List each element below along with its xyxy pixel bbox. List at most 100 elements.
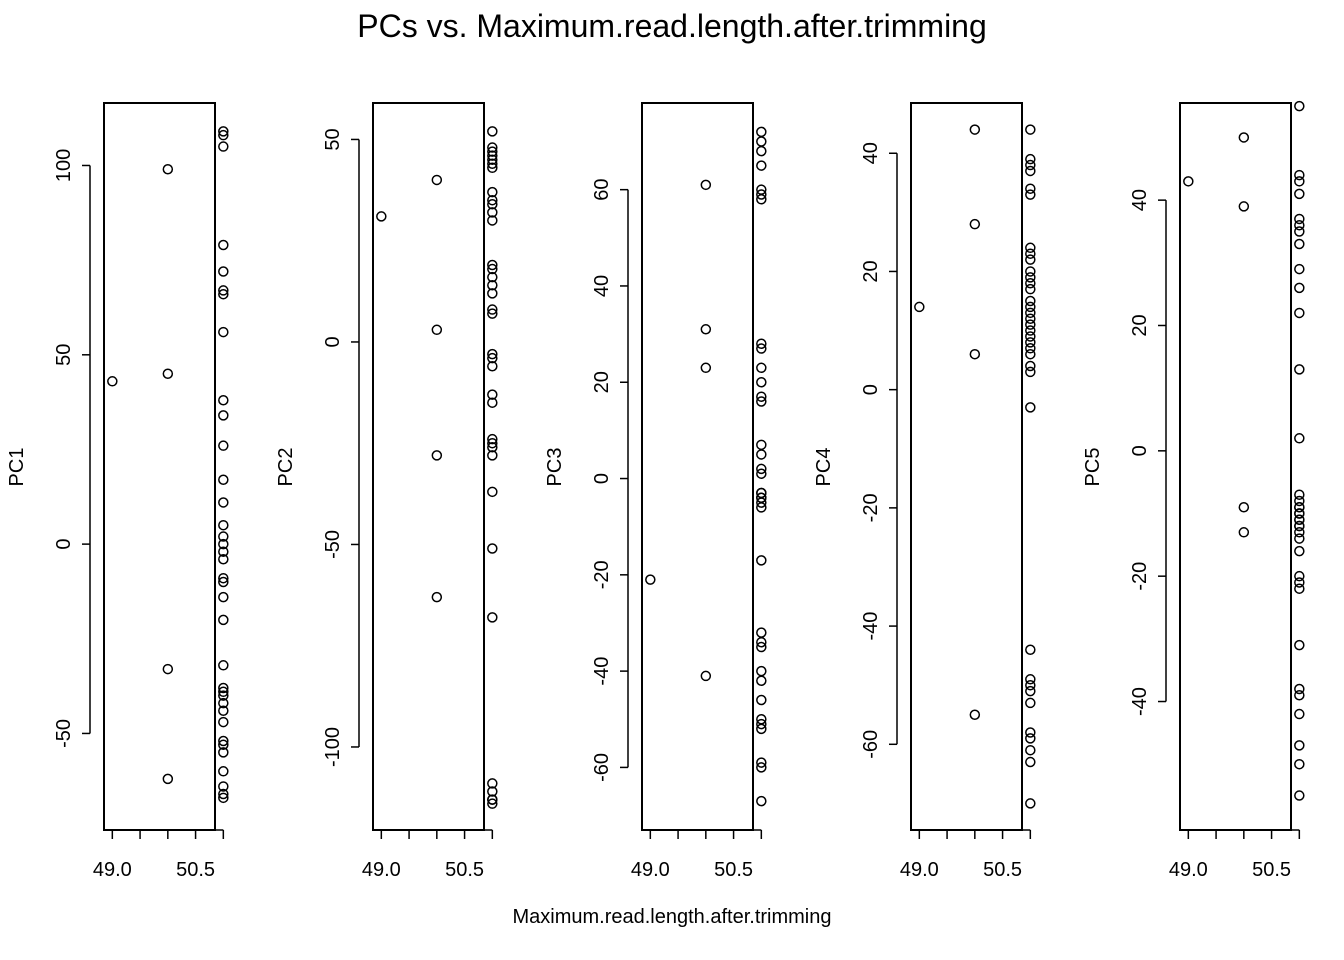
data-point (1294, 176, 1305, 187)
y-tick-label: 50 (53, 344, 75, 366)
y-tick-label: 0 (53, 539, 75, 550)
data-point (1025, 183, 1036, 194)
y-tick-label: 0 (591, 473, 613, 484)
y-tick-label: 20 (1129, 314, 1151, 336)
data-point (1294, 219, 1305, 231)
data-point (756, 627, 767, 638)
data-point (1294, 364, 1305, 375)
data-point (756, 362, 767, 374)
panel-frame (641, 102, 754, 831)
data-point (756, 665, 767, 677)
data-point (218, 690, 229, 701)
data-point (969, 709, 981, 720)
data-point (487, 786, 498, 797)
data-point (431, 450, 443, 461)
data-point (218, 394, 229, 406)
data-point (487, 259, 498, 271)
data-point (1294, 690, 1305, 701)
data-point (1294, 520, 1305, 532)
data-point (487, 280, 498, 291)
data-point (1294, 533, 1305, 544)
data-point (218, 660, 229, 671)
data-point (487, 348, 498, 360)
panel-1: -50 0 50 100 PC1 49.0 50.5 (6, 102, 229, 881)
data-point (969, 348, 981, 360)
data-point (1025, 733, 1036, 744)
y-tick-label: -40 (860, 612, 882, 641)
data-point (487, 304, 498, 315)
data-point (487, 433, 498, 445)
panel-3: -60 -40 -20 0 20 40 60 PC3 49.0 50.5 (544, 102, 767, 881)
y-tick-label: 40 (860, 142, 882, 164)
data-point (218, 410, 229, 421)
data-point (1025, 254, 1036, 265)
data-point (487, 288, 498, 299)
y-tick-label: -100 (322, 727, 344, 767)
data-point (1294, 433, 1305, 444)
data-point (1025, 124, 1036, 135)
panel-frame (103, 102, 216, 831)
x-tick-label: 50.5 (983, 859, 1022, 881)
data-point (487, 543, 498, 554)
data-point (1025, 307, 1036, 319)
data-point (487, 263, 498, 275)
data-point (487, 794, 498, 805)
y-tick-label: -40 (1129, 687, 1151, 716)
y-tick-label: 0 (322, 336, 344, 347)
data-point (1025, 685, 1036, 697)
x-tick-label: 49.0 (1169, 859, 1208, 881)
data-point (218, 546, 229, 557)
data-point (756, 718, 767, 730)
data-point (1025, 266, 1036, 277)
data-point (218, 788, 229, 800)
data-point (162, 663, 174, 675)
data-point (914, 301, 925, 313)
data-point (1025, 798, 1036, 809)
data-point (218, 285, 229, 296)
x-tick-label: 49.0 (362, 859, 401, 881)
x-tick-label: 50.5 (176, 859, 215, 881)
y-tick-label: 20 (860, 260, 882, 282)
data-point (756, 126, 767, 138)
data-point (218, 697, 229, 709)
y-tick-label: 0 (1129, 445, 1151, 456)
data-point (1025, 319, 1036, 330)
y-axis-label: PC1 (6, 448, 28, 487)
panel-5: -40 -20 0 20 40 PC5 49.0 50.5 (1082, 100, 1305, 881)
y-tick-label: 40 (1129, 189, 1151, 211)
data-point (1025, 343, 1036, 354)
data-point (218, 766, 229, 777)
data-point (700, 362, 712, 374)
data-point (487, 146, 498, 157)
data-point (1294, 758, 1305, 770)
data-point (1294, 508, 1305, 519)
data-point (218, 538, 229, 550)
data-point (218, 519, 229, 531)
data-point (487, 352, 498, 364)
data-point (431, 324, 443, 336)
data-point (487, 186, 498, 198)
data-point (756, 675, 767, 686)
y-tick-label: 100 (53, 149, 75, 182)
x-axis-label: Maximum.read.length.after.trimming (512, 906, 832, 928)
data-point (487, 154, 498, 165)
data-point (487, 150, 498, 161)
data-point (487, 798, 498, 809)
x-tick-label: 49.0 (900, 859, 939, 881)
data-point (218, 739, 229, 751)
panel-2: -100 -50 0 50 PC2 49.0 50.5 (275, 102, 498, 881)
x-tick-label: 49.0 (93, 859, 132, 881)
data-point (1025, 360, 1036, 372)
data-point (487, 207, 498, 218)
data-point (756, 396, 767, 407)
data-point (1294, 169, 1305, 181)
data-point (1025, 331, 1036, 342)
data-point (1183, 176, 1194, 187)
panel-frame (910, 102, 1023, 831)
data-point (1025, 278, 1036, 289)
data-point (756, 376, 767, 388)
y-tick-label: -50 (53, 719, 75, 748)
data-point (756, 338, 767, 349)
data-point (1294, 708, 1305, 720)
data-point (487, 142, 498, 153)
